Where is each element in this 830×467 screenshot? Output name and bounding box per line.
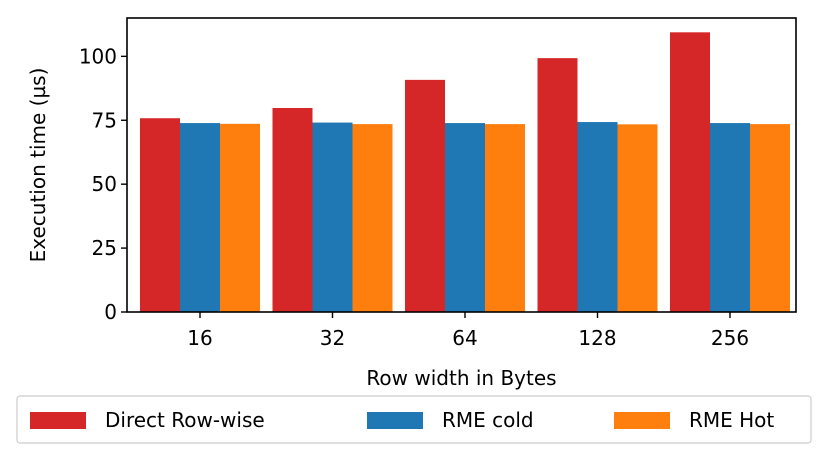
bar-rme-cold-16 (180, 123, 220, 312)
bars-layer (140, 32, 790, 313)
legend-label: RME Hot (689, 408, 774, 432)
x-axis-ticks: 16 32 64 128 256 (187, 312, 749, 350)
legend-swatch (614, 412, 670, 429)
x-tick-label: 16 (187, 326, 212, 350)
y-tick-label: 25 (92, 236, 117, 260)
y-tick-label: 100 (79, 44, 117, 68)
bar-rme-hot-16 (220, 123, 260, 312)
plot-frame (126, 17, 797, 313)
y-tick-label: 0 (104, 300, 117, 324)
legend-swatch (367, 412, 423, 429)
bar-rme-hot-128 (617, 124, 658, 312)
y-tick-label: 50 (92, 172, 117, 196)
bar-direct-row-wise-256 (670, 32, 710, 312)
bar-rme-hot-32 (352, 124, 393, 313)
bar-direct-row-wise-16 (140, 118, 180, 312)
y-tick-label: 75 (92, 108, 117, 132)
bar-direct-row-wise-32 (272, 107, 313, 312)
x-tick-label: 256 (711, 326, 749, 350)
y-axis-label: Execution time (µs) (26, 68, 50, 263)
bar-rme-hot-256 (750, 124, 790, 313)
legend: Direct Row-wise RME cold RME Hot (16, 395, 812, 444)
bar-direct-row-wise-64 (405, 79, 445, 312)
bar-rme-hot-64 (485, 124, 525, 313)
x-tick-label: 64 (452, 326, 477, 350)
axes-layer (126, 17, 797, 313)
y-axis-ticks: 0 25 50 75 100 (79, 44, 127, 324)
x-tick-label: 128 (578, 326, 616, 350)
legend-label: RME cold (442, 408, 534, 432)
bar-direct-row-wise-128 (537, 58, 578, 312)
bar-rme-cold-128 (577, 122, 618, 312)
x-tick-label: 32 (320, 326, 345, 350)
bar-rme-cold-32 (312, 122, 353, 312)
legend-swatch (30, 412, 86, 429)
bar-rme-cold-256 (710, 123, 750, 312)
legend-label: Direct Row-wise (105, 408, 265, 432)
bar-rme-cold-64 (445, 123, 485, 312)
x-axis-label: Row width in Bytes (366, 366, 556, 390)
